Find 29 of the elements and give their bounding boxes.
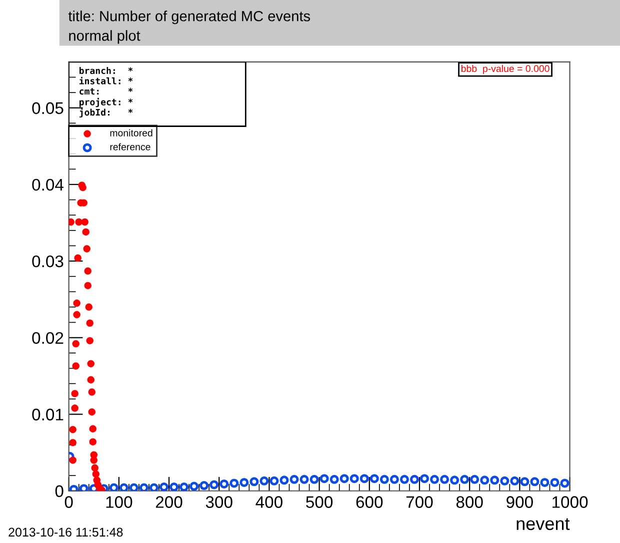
- y-tick-label: 0.01: [32, 408, 64, 420]
- annotation: install: *: [79, 76, 133, 84]
- x-tick-label: 500: [306, 496, 333, 508]
- chart-subtitle: normal plot: [69, 30, 140, 44]
- x-tick-label: 100: [106, 496, 132, 508]
- annotation: jobId: *: [79, 108, 133, 118]
- x-tick-label: 1000: [552, 496, 588, 508]
- x-tick-label: 700: [406, 496, 433, 508]
- y-tick-label: 0.03: [32, 255, 64, 268]
- chart-title: title: Number of generated MC events: [68, 10, 310, 24]
- annotation: branch: *: [80, 67, 133, 74]
- y-tick-label: 0.04: [32, 178, 64, 191]
- x-tick-label: 300: [206, 496, 232, 508]
- text: 2013-10-16 11:51:48: [8, 528, 123, 537]
- y-tick-label: 0.05: [32, 102, 64, 114]
- x-tick-label: 900: [506, 496, 533, 508]
- x-tick-label: 600: [356, 496, 383, 508]
- x-tick-label: 0: [64, 496, 73, 508]
- y-tick-label: 0: [55, 485, 64, 498]
- x-axis-title: nevent: [516, 518, 570, 530]
- y-tick-label: 0.02: [32, 332, 64, 344]
- x-tick-label: 200: [156, 496, 182, 508]
- x-tick-label: 400: [256, 496, 282, 508]
- annotation: bbb p-value = 0.000: [461, 64, 550, 74]
- legend-label: monitored: [110, 129, 152, 136]
- legend-label: reference: [110, 143, 150, 150]
- x-tick-label: 800: [456, 496, 483, 508]
- annotation: cmt: *: [80, 88, 133, 95]
- annotation: project: *: [80, 98, 133, 108]
